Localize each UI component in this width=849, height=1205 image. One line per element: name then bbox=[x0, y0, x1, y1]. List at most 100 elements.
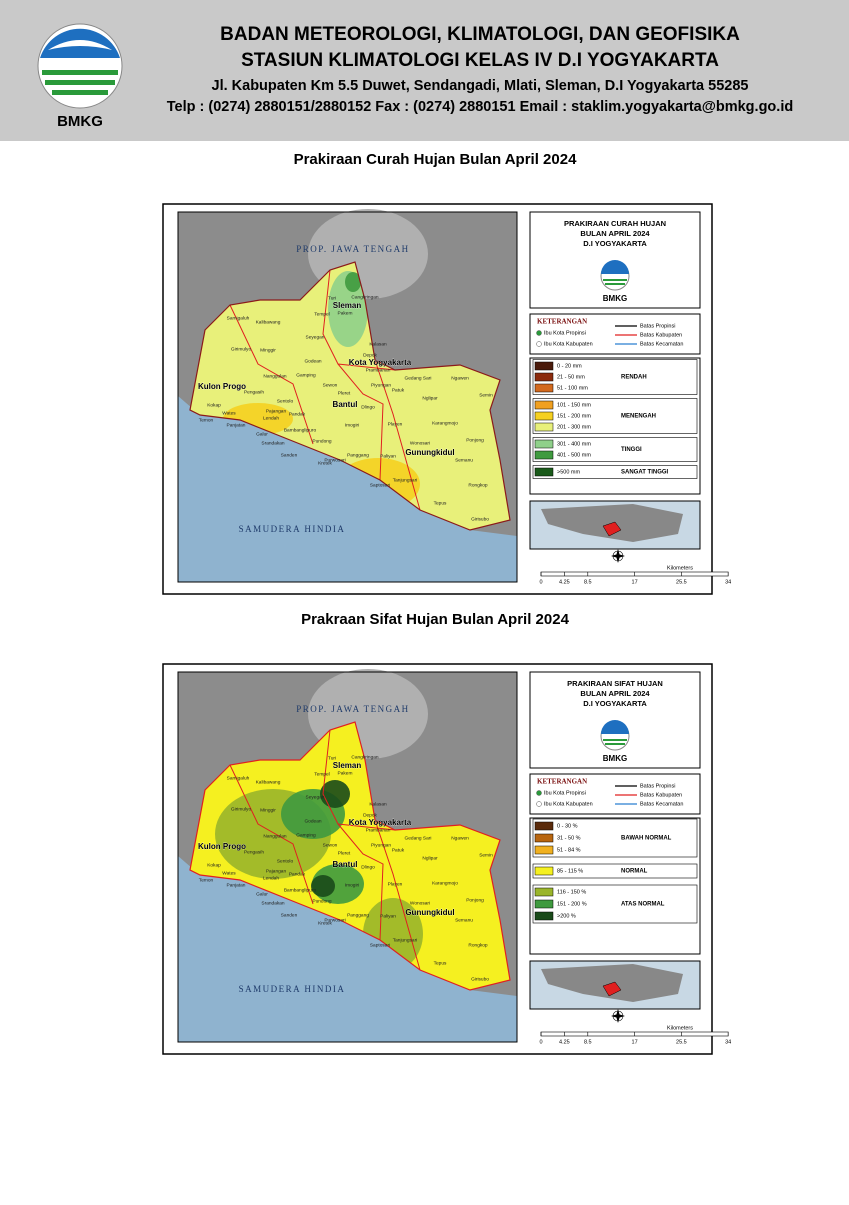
province-border bbox=[189, 721, 511, 991]
ocean bbox=[178, 856, 517, 1042]
class-swatch bbox=[534, 899, 554, 909]
header-contact: Telp : (0274) 2880151/2880152 Fax : (027… bbox=[167, 99, 793, 115]
district-label: Rongkop bbox=[468, 942, 488, 948]
district-label: Rongkop bbox=[468, 482, 488, 488]
class-group-box bbox=[532, 465, 698, 479]
district-label: Pandak bbox=[289, 411, 306, 417]
district-label: Nglipar bbox=[422, 395, 438, 401]
district-label: Nanggulan bbox=[263, 833, 287, 839]
regency-border bbox=[322, 729, 396, 831]
district-label: Ngawen bbox=[451, 835, 469, 841]
legend-logo-top bbox=[601, 260, 629, 274]
class-group-label: NORMAL bbox=[621, 869, 648, 875]
legend-logo-stripe bbox=[605, 743, 625, 745]
class-range: 0 - 30 % bbox=[557, 823, 578, 829]
legend-logo-stripe bbox=[603, 739, 627, 741]
legend-logo-stripe bbox=[603, 279, 627, 281]
district-label: Galur bbox=[256, 891, 268, 897]
map-border bbox=[177, 211, 518, 583]
legend-heading: KETERANGAN bbox=[537, 318, 587, 326]
regency-label: Gunungkidul bbox=[405, 448, 454, 457]
district-label: Patuk bbox=[392, 847, 405, 853]
district-label: Godean bbox=[304, 818, 321, 824]
class-swatch bbox=[534, 866, 554, 876]
class-group-box bbox=[532, 863, 698, 879]
district-label: Bambanglipuro bbox=[284, 427, 317, 433]
district-label: Seyegan bbox=[306, 334, 325, 340]
class-swatch bbox=[534, 833, 554, 843]
legend-logo-top bbox=[601, 720, 629, 734]
district-label: Tepus bbox=[434, 960, 447, 966]
scale-label: 17 bbox=[632, 1039, 638, 1045]
district-label: Panjatan bbox=[227, 882, 246, 888]
class-group-label: SANGAT TINGGI bbox=[621, 470, 669, 476]
province-label: PROP. JAWA TENGAH bbox=[296, 704, 409, 714]
regency-label: Sleman bbox=[333, 761, 362, 770]
district-label: Kalibawang bbox=[256, 779, 281, 785]
class-swatch bbox=[534, 450, 554, 460]
legend-title: PRAKIRAAN CURAH HUJAN bbox=[564, 219, 666, 228]
district-label: Patuk bbox=[392, 387, 405, 393]
district-label: Dlingo bbox=[361, 404, 375, 410]
scale-label: 34 bbox=[725, 579, 731, 585]
class-range: 151 - 200 mm bbox=[557, 413, 591, 419]
province-label: PROP. JAWA TENGAH bbox=[296, 244, 409, 254]
class-swatch bbox=[534, 422, 554, 432]
district-label: Lendah bbox=[263, 415, 279, 421]
north-arrow-star bbox=[611, 549, 625, 563]
district-label: Pandak bbox=[289, 871, 306, 877]
district-label: Girisubo bbox=[471, 516, 489, 522]
district-label: Panjatan bbox=[227, 422, 246, 428]
class-swatch bbox=[534, 383, 554, 393]
scale-label: 25.5 bbox=[676, 579, 687, 585]
rain-zone bbox=[320, 780, 350, 808]
scale-label: 8.5 bbox=[584, 1039, 592, 1045]
district-label: Piyungan bbox=[371, 842, 391, 848]
class-group-label: TINGGI bbox=[621, 447, 642, 453]
class-swatch bbox=[534, 411, 554, 421]
legend-title: PRAKIRAAN SIFAT HUJAN bbox=[567, 679, 663, 688]
district-label: Semin bbox=[479, 852, 493, 858]
legend-logo-text: BMKG bbox=[603, 754, 627, 763]
rain-zone bbox=[311, 875, 335, 897]
class-range: 301 - 400 mm bbox=[557, 441, 591, 447]
district-label: Paliyan bbox=[380, 453, 396, 459]
district-label: Prambanan bbox=[366, 367, 391, 373]
boundary-label: Batas Kabupaten bbox=[640, 792, 682, 798]
header-logo bbox=[37, 23, 123, 109]
district-label: Gedang Sari bbox=[405, 375, 432, 381]
province-area bbox=[190, 262, 510, 530]
district-label: Sentolo bbox=[277, 858, 294, 864]
class-range: 401 - 500 mm bbox=[557, 452, 591, 458]
symbol-label: Ibu Kota Propinsi bbox=[544, 790, 586, 796]
legend-heading: KETERANGAN bbox=[537, 778, 587, 786]
header-band bbox=[0, 0, 849, 141]
scale-label: 25.5 bbox=[676, 1039, 687, 1045]
district-label: Srandakan bbox=[261, 440, 285, 446]
district-label: Cangkringan bbox=[351, 294, 379, 300]
class-swatch bbox=[534, 821, 554, 831]
class-range: 151 - 200 % bbox=[557, 901, 587, 907]
district-label: Ponjong bbox=[466, 897, 484, 903]
district-label: Prambanan bbox=[366, 827, 391, 833]
district-label: Tanjungsari bbox=[393, 937, 418, 943]
scale-unit: Kilometers bbox=[667, 565, 693, 571]
class-group-box bbox=[532, 359, 698, 395]
boundary-label: Batas Kecamatan bbox=[640, 341, 683, 347]
district-label: Semin bbox=[479, 392, 493, 398]
map-border bbox=[177, 671, 518, 1043]
class-range: 31 - 50 % bbox=[557, 835, 581, 841]
district-label: Galur bbox=[256, 431, 268, 437]
scale-label: 4.25 bbox=[559, 579, 570, 585]
district-label: Sewon bbox=[323, 382, 338, 388]
district-label: Kalasan bbox=[369, 801, 387, 807]
district-label: Kalibawang bbox=[256, 319, 281, 325]
district-label: Pajangan bbox=[266, 868, 287, 874]
district-label: Kretek bbox=[318, 920, 332, 926]
legend-title: D.I YOGYAKARTA bbox=[583, 239, 647, 248]
district-label: Girisubo bbox=[471, 976, 489, 982]
district-label: Kretek bbox=[318, 460, 332, 466]
regency-label: Kota Yogyakarta bbox=[349, 358, 412, 367]
class-range: 116 - 150 % bbox=[557, 889, 586, 895]
